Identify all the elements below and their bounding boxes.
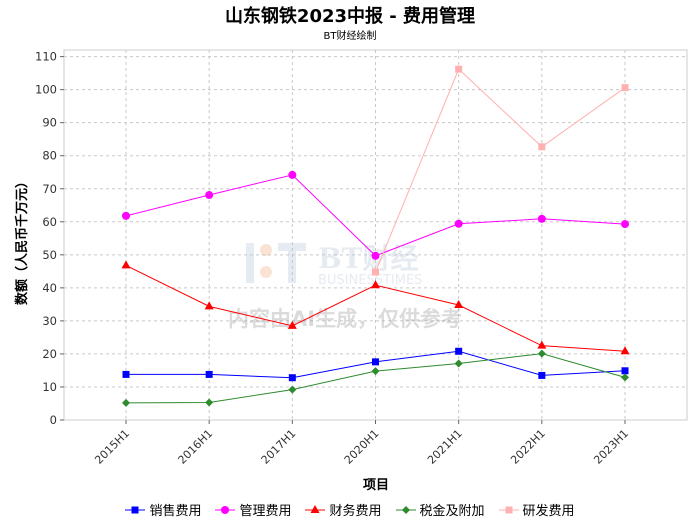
data-point (372, 268, 379, 276)
data-point (621, 84, 629, 92)
data-point (621, 367, 629, 375)
x-tick-label: 2020H1 (342, 427, 382, 467)
series-layer (121, 65, 630, 407)
data-point (204, 301, 214, 310)
y-axis-label: 数额（人民币千万元） (14, 175, 30, 305)
data-point (621, 373, 629, 382)
legend-swatch (498, 506, 519, 513)
data-point (288, 374, 296, 382)
y-tick-label: 90 (42, 116, 57, 130)
y-tick-label: 50 (42, 248, 57, 262)
series-line (375, 68, 626, 273)
legend-item: 研发费用 (498, 500, 575, 519)
legend: 销售费用 管理费用 财务费用 税金及附加 研发费用 (0, 500, 700, 519)
data-point (537, 214, 546, 223)
data-point (288, 385, 297, 394)
data-point (372, 358, 379, 366)
legend-marker (505, 506, 513, 513)
data-point (621, 220, 629, 229)
watermark: BT财经 BUSINESSTIMES 内容由AI生成，仅供参考 (228, 242, 462, 331)
watermark-logo-bar-1 (246, 243, 254, 283)
grid-layer (64, 50, 687, 420)
y-tick-label: 80 (42, 149, 57, 163)
data-point (538, 143, 546, 151)
legend-label: 税金及附加 (419, 504, 485, 519)
data-point (121, 260, 131, 269)
watermark-brand-en: BUSINESSTIMES (318, 273, 422, 288)
legend-marker (401, 505, 410, 514)
legend-swatch (395, 505, 416, 514)
data-point (538, 371, 546, 379)
series-5 (372, 65, 629, 276)
data-point (537, 340, 547, 349)
watermark-brand: BT财经 (318, 242, 419, 275)
series-3 (121, 260, 630, 355)
y-tick-label: 100 (35, 83, 57, 97)
data-point (205, 191, 214, 200)
y-tick-label: 10 (42, 380, 57, 394)
x-tick-label: 2022H1 (508, 427, 548, 467)
data-point (122, 370, 130, 378)
data-point (287, 320, 297, 329)
legend-item: 税金及附加 (395, 500, 485, 519)
data-point (205, 370, 213, 378)
data-point (620, 346, 630, 355)
data-point (122, 211, 130, 220)
data-point (122, 398, 130, 407)
x-tick-label: 2016H1 (176, 427, 216, 467)
legend-item: 管理费用 (215, 500, 291, 519)
legend-swatch (305, 504, 326, 513)
y-tick-label: 60 (42, 215, 57, 229)
y-tick-label: 110 (35, 50, 57, 64)
data-point (454, 219, 463, 228)
legend-label: 研发费用 (522, 504, 575, 519)
data-point (454, 300, 464, 309)
legend-label: 销售费用 (149, 504, 202, 519)
data-point (537, 349, 546, 358)
data-point (454, 359, 463, 368)
data-point (371, 251, 380, 260)
y-tick-label: 30 (42, 314, 57, 328)
legend-item: 销售费用 (125, 500, 201, 519)
data-point (288, 170, 297, 179)
data-point (205, 398, 214, 407)
legend-marker (131, 506, 139, 513)
legend-label: 管理费用 (239, 504, 292, 519)
y-tick-label: 20 (42, 347, 57, 361)
data-point (371, 280, 380, 289)
y-tick-label: 40 (42, 281, 57, 295)
legend-swatch (215, 505, 236, 514)
watermark-notice: 内容由AI生成，仅供参考 (228, 307, 462, 331)
watermark-logo-bar-2 (278, 243, 306, 251)
y-tick-label: 70 (42, 182, 57, 196)
chart-subtitle: BT财经绘制 (323, 31, 377, 42)
chart-title: 山东钢铁2023中报 - 费用管理 (224, 6, 476, 27)
legend-marker (310, 504, 320, 513)
legend-marker (221, 505, 230, 514)
series-2 (122, 170, 629, 260)
x-tick-label: 2017H1 (259, 427, 299, 467)
x-axis-label: 项目 (363, 478, 389, 493)
watermark-logo-bar-3 (288, 251, 296, 283)
series-4 (122, 349, 629, 407)
data-point (455, 65, 463, 73)
watermark-logo-dot-2 (260, 266, 272, 278)
x-tick-label: 2015H1 (92, 427, 132, 467)
data-point (371, 367, 380, 376)
series-1 (122, 347, 629, 382)
x-tick-label: 2023H1 (591, 427, 631, 467)
x-tick-label: 2021H1 (425, 427, 465, 467)
data-point (455, 347, 463, 355)
legend-swatch (125, 506, 146, 513)
watermark-logo-dot-1 (260, 244, 272, 256)
y-tick-label: 0 (50, 413, 57, 427)
legend-item: 财务费用 (305, 500, 382, 519)
legend-label: 财务费用 (329, 504, 382, 519)
